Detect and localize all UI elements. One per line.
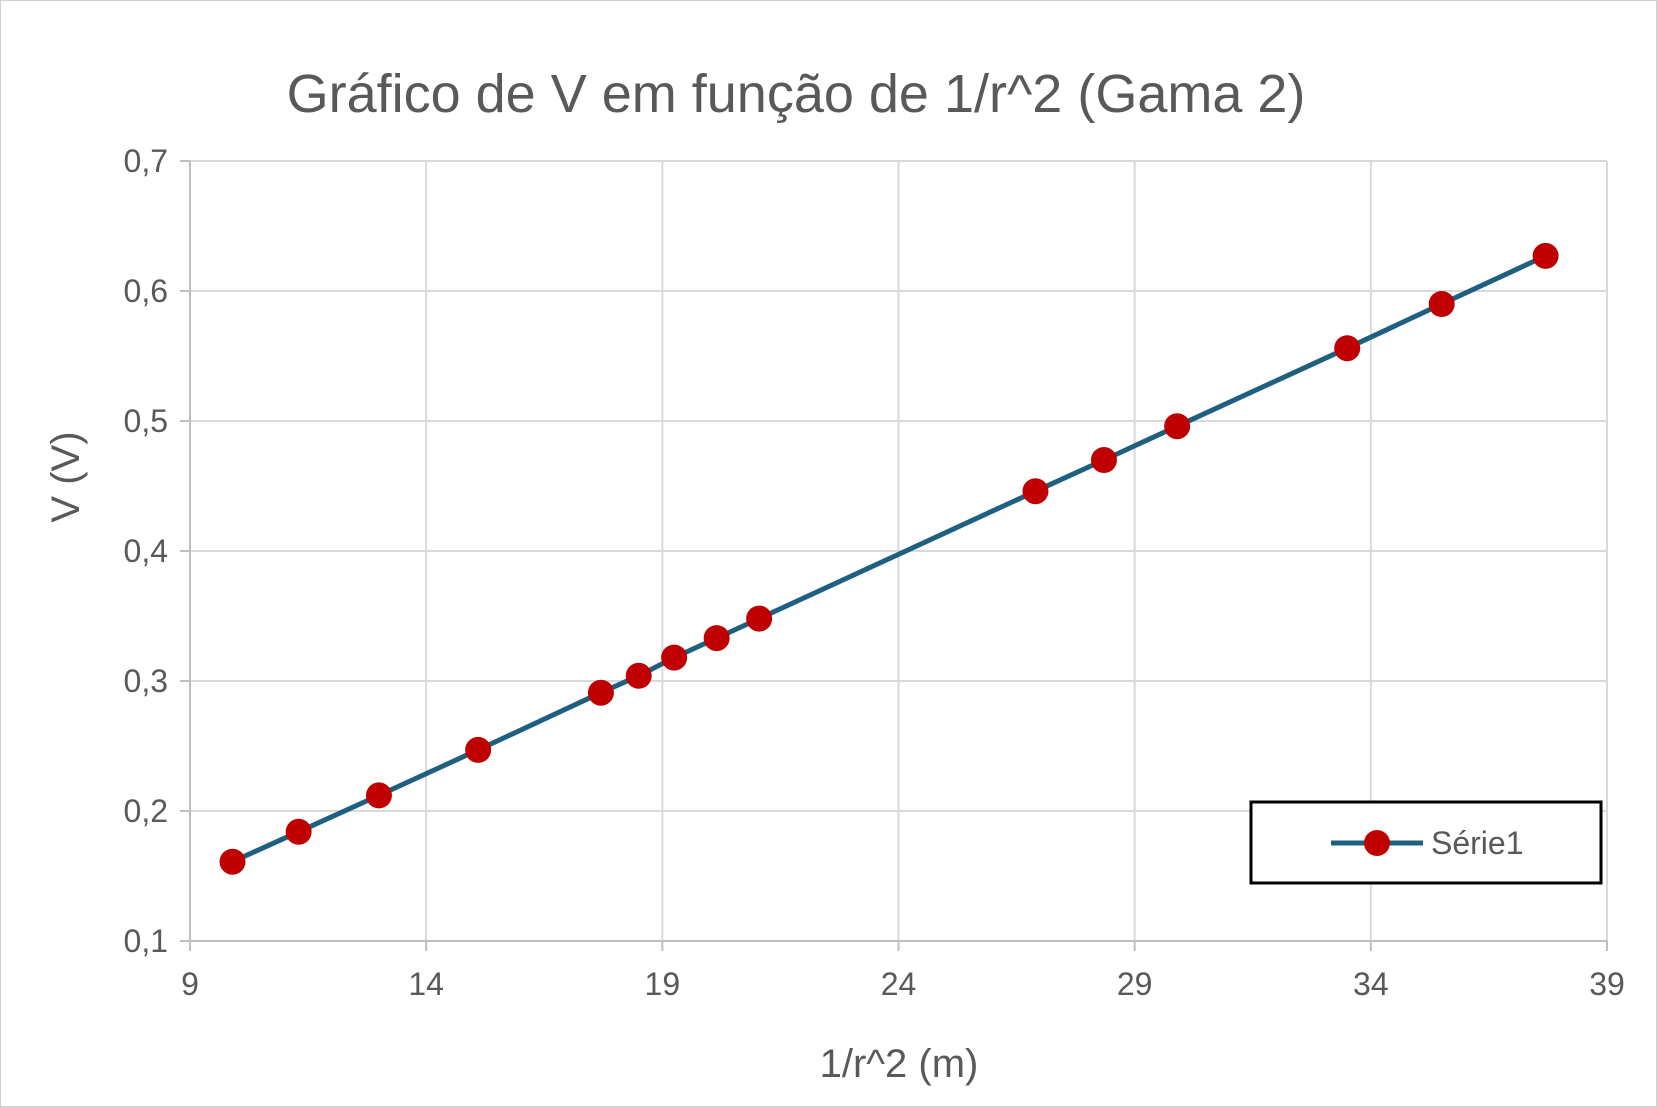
- legend: Série1: [1249, 800, 1603, 885]
- x-tick-label-1: 14: [408, 966, 444, 1002]
- y-tick-label-5: 0,6: [124, 273, 168, 309]
- data-point-13: [1428, 291, 1455, 317]
- x-tick-label-6: 39: [1589, 966, 1625, 1002]
- x-tick-label-2: 19: [645, 966, 681, 1002]
- x-tick-label-3: 24: [881, 966, 917, 1002]
- data-point-4: [587, 679, 614, 706]
- data-point-12: [1334, 335, 1361, 362]
- data-point-0: [219, 848, 246, 875]
- y-tick-label-1: 0,2: [124, 793, 168, 829]
- tick-layer: 9 14 19 24 29 34 39 0,1 0,2 0,3 0,4 0,5 0,6 0,7: [124, 143, 1625, 1002]
- data-point-7: [703, 625, 730, 652]
- x-tick-label-5: 34: [1353, 966, 1389, 1002]
- data-point-11: [1164, 413, 1191, 440]
- data-point-9: [1022, 478, 1049, 505]
- chart-title: Gráfico de V em função de 1/r^2 (Gama 2): [287, 64, 1306, 124]
- data-point-3: [465, 736, 492, 763]
- data-point-14: [1532, 242, 1559, 269]
- legend-label-serie1: Série1: [1431, 825, 1524, 861]
- x-axis-title: 1/r^2 (m): [820, 1042, 979, 1086]
- data-point-1: [285, 818, 312, 845]
- legend-marker-sample: [1364, 830, 1390, 856]
- x-tick-label-0: 9: [181, 966, 199, 1002]
- y-tick-label-0: 0,1: [124, 923, 168, 959]
- legend-box: [1249, 800, 1603, 885]
- x-tick-label-4: 29: [1117, 966, 1153, 1002]
- y-tick-label-2: 0,3: [124, 663, 168, 699]
- grid-layer: [180, 160, 1608, 951]
- y-tick-label-6: 0,7: [124, 143, 168, 179]
- data-point-8: [746, 605, 773, 632]
- data-point-5: [625, 662, 652, 689]
- y-axis-title: V (V): [44, 431, 88, 522]
- data-point-6: [661, 644, 688, 671]
- data-point-2: [365, 782, 392, 809]
- y-tick-label-4: 0,5: [124, 403, 168, 439]
- data-point-10: [1090, 447, 1117, 473]
- y-tick-label-3: 0,4: [124, 533, 168, 569]
- series-layer: [219, 242, 1559, 875]
